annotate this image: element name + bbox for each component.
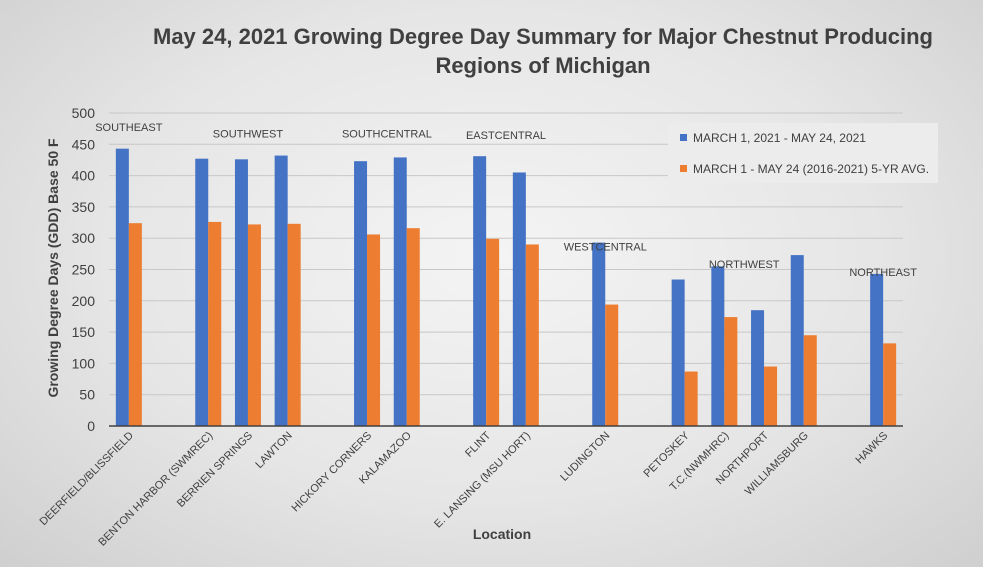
bar-2021: [115, 148, 129, 426]
bar-2021: [393, 157, 407, 427]
legend-box: [668, 123, 938, 183]
bar-5yr-avg: [367, 234, 381, 426]
category-label: FLINT: [463, 429, 493, 459]
bar-5yr-avg: [605, 304, 619, 426]
bar-5yr-avg: [684, 371, 698, 426]
y-tick-label: 500: [72, 105, 96, 121]
region-labels: SOUTHEAST SOUTHWEST SOUTHCENTRAL EASTCENTRA…: [95, 122, 917, 279]
bar-5yr-avg: [208, 221, 222, 426]
category-label: DEERFIELD/BLISSFIELD: [38, 430, 136, 528]
chart-title-line-2: Regions of Michigan: [435, 53, 650, 78]
bar-2021: [354, 161, 368, 426]
legend-label-2021: MARCH 1, 2021 - MAY 24, 2021: [693, 131, 866, 145]
bar-5yr-avg: [406, 228, 420, 426]
bar-5yr-avg: [883, 343, 897, 426]
legend-swatch-5yr-avg: [680, 165, 687, 172]
y-tick-label: 250: [72, 262, 96, 278]
x-axis-title: Location: [473, 526, 531, 542]
y-tick-label: 450: [72, 136, 96, 152]
bar-5yr-avg: [247, 224, 261, 426]
bar-5yr-avg: [803, 335, 817, 426]
bar-2021: [592, 242, 606, 426]
bar-2021: [711, 266, 725, 426]
region-label: SOUTHEAST: [95, 122, 163, 134]
bar-2021: [751, 310, 765, 426]
bars: [115, 148, 897, 427]
bar-2021: [671, 279, 685, 426]
y-tick-label: 400: [72, 168, 96, 184]
bar-5yr-avg: [525, 244, 539, 426]
region-label: NORTHEAST: [849, 267, 917, 279]
category-label: BERRIEN SPRINGS: [175, 430, 255, 510]
y-tick-label: 100: [72, 355, 96, 371]
y-axis-ticks: 0 50 100 150 200 250 300 350 400 450 500: [72, 105, 96, 434]
y-tick-label: 200: [72, 293, 96, 309]
category-label: HAWKS: [854, 430, 891, 467]
bar-2021: [512, 172, 526, 426]
region-label: SOUTHWEST: [213, 128, 284, 140]
y-tick-label: 150: [72, 324, 96, 340]
y-tick-label: 350: [72, 199, 96, 215]
bar-2021: [234, 159, 248, 426]
region-label: SOUTHCENTRAL: [342, 128, 432, 140]
chart-title-line-1: May 24, 2021 Growing Degree Day Summary …: [153, 24, 933, 49]
y-tick-label: 300: [72, 230, 96, 246]
bar-2021: [870, 273, 884, 426]
bar-2021: [274, 155, 288, 426]
bar-5yr-avg: [128, 223, 142, 426]
region-label: WESTCENTRAL: [564, 242, 647, 254]
region-label: NORTHWEST: [709, 259, 780, 271]
legend: MARCH 1, 2021 - MAY 24, 2021 MARCH 1 - M…: [668, 123, 938, 183]
bar-5yr-avg: [287, 223, 301, 426]
category-label: LUDINGTON: [558, 430, 612, 484]
bar-5yr-avg: [486, 238, 500, 426]
y-tick-label: 50: [79, 387, 95, 403]
legend-label-5yr-avg: MARCH 1 - MAY 24 (2016-2021) 5-YR AVG.: [693, 162, 929, 176]
bar-5yr-avg: [764, 366, 778, 426]
bar-2021: [195, 158, 209, 426]
legend-swatch-2021: [680, 134, 687, 141]
bar-2021: [790, 255, 804, 426]
category-label: LAWTON: [253, 430, 294, 471]
y-tick-label: 0: [87, 418, 95, 434]
bar-5yr-avg: [724, 317, 738, 426]
y-axis-title: Growing Degree Days (GDD) Base 50 F: [45, 138, 61, 398]
category-label: HICKORY CORNERS: [289, 430, 374, 515]
region-label: EASTCENTRAL: [466, 130, 546, 142]
bar-2021: [473, 156, 487, 426]
